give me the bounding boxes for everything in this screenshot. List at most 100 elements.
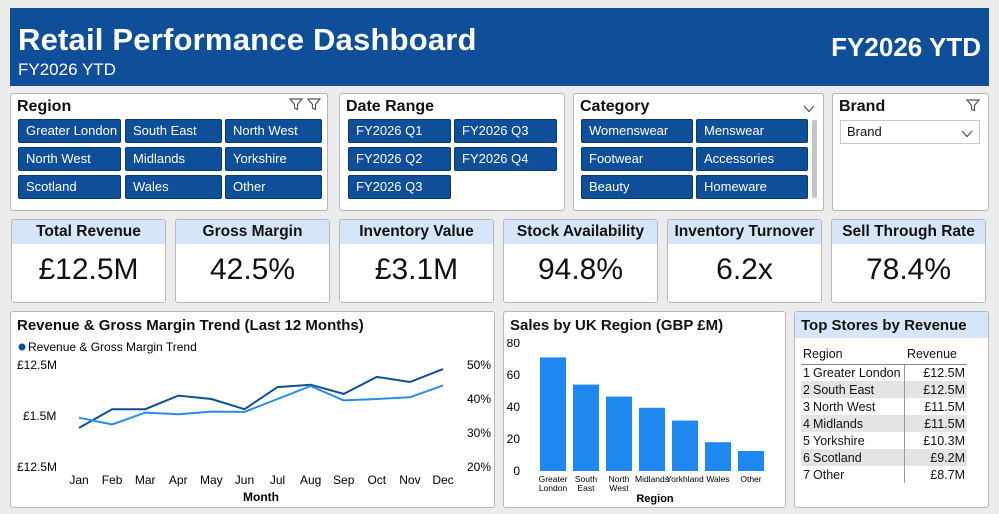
region-bar[interactable] (738, 451, 764, 471)
y-axis-tick: 20 (507, 432, 521, 446)
region-option[interactable]: South East (125, 119, 222, 143)
region-option[interactable]: Scotland (18, 175, 121, 199)
region-bar[interactable] (573, 384, 599, 471)
column-header-revenue[interactable]: Revenue (904, 344, 967, 365)
trend-data-point[interactable] (276, 385, 280, 389)
trend-data-point[interactable] (176, 412, 180, 416)
trend-data-point[interactable] (342, 398, 346, 402)
region-bar[interactable] (606, 396, 632, 471)
brand-dropdown[interactable]: Brand (840, 120, 980, 144)
region-chart-panel: Sales by UK Region (GBP £M) 80 60 40 20 … (503, 311, 786, 508)
left-axis-tick: £12.5M (17, 460, 57, 474)
category-option[interactable]: Homeware (696, 175, 808, 199)
trend-data-point[interactable] (375, 375, 379, 379)
date-range-option[interactable]: FY2026 Q3 (348, 175, 451, 199)
chevron-down-icon (961, 123, 973, 145)
trend-data-point[interactable] (276, 397, 280, 401)
column-header-region[interactable]: Region (801, 344, 905, 365)
trend-data-point[interactable] (209, 410, 213, 414)
y-axis-tick: 0 (513, 464, 520, 478)
trend-data-point[interactable] (209, 397, 213, 401)
date-range-option[interactable]: FY2026 Q3 (454, 119, 557, 143)
kpi-card-inventory-turnover: Inventory Turnover 6.2x (667, 219, 822, 303)
table-row[interactable]: 2 South East £12.5M (801, 381, 967, 398)
left-axis-tick: £1.5M (23, 409, 56, 423)
trend-data-point[interactable] (375, 397, 379, 401)
date-range-slicer: Date Range FY2026 Q1 FY2026 Q3 FY2026 Q2… (339, 93, 565, 211)
table-row[interactable]: 6 Scotland £9.2M (801, 449, 967, 466)
x-axis-tick: Wales (706, 474, 729, 484)
table-row[interactable]: 4 Midlands £11.5M (801, 415, 967, 432)
trend-data-point[interactable] (408, 380, 412, 384)
category-option[interactable]: Womenswear (581, 119, 693, 143)
region-bar[interactable] (705, 442, 731, 471)
trend-data-point[interactable] (77, 426, 81, 430)
trend-data-point[interactable] (342, 392, 346, 396)
clear-filter-icon[interactable] (306, 98, 322, 114)
row-rank: 5 (803, 433, 810, 448)
kpi-value: £12.5M (38, 253, 139, 286)
category-option[interactable]: Accessories (696, 147, 808, 171)
table-row[interactable]: 3 North West £11.5M (801, 398, 967, 415)
region-bar[interactable] (540, 357, 566, 471)
trend-data-point[interactable] (176, 394, 180, 398)
category-option[interactable]: Menswear (696, 119, 808, 143)
x-axis-tick: Sep (333, 473, 355, 487)
filter-icon[interactable] (965, 99, 981, 117)
y-axis-tick: 40 (507, 400, 521, 414)
kpi-value: 94.8% (537, 253, 624, 286)
trend-series-line-1[interactable] (78, 368, 444, 429)
category-option[interactable]: Footwear (581, 147, 693, 171)
kpi-value: 6.2x (716, 253, 773, 286)
x-axis-tick: Other (740, 474, 761, 484)
chevron-down-icon[interactable] (803, 100, 815, 118)
table-row[interactable]: 7 Other £8.7M (801, 466, 967, 483)
trend-data-point[interactable] (143, 411, 147, 415)
table-row[interactable]: 5 Yorkshire £10.3M (801, 432, 967, 449)
date-range-option[interactable]: FY2026 Q4 (454, 147, 557, 171)
kpi-card-gross-margin: Gross Margin 42.5% (175, 219, 330, 303)
region-option[interactable]: Wales (125, 175, 222, 199)
region-bar[interactable] (672, 420, 698, 471)
trend-data-point[interactable] (309, 384, 313, 388)
trend-data-point[interactable] (408, 395, 412, 399)
legend-marker (18, 343, 26, 351)
region-option[interactable]: Other (225, 175, 322, 199)
trend-series-line-2[interactable] (78, 384, 444, 426)
row-rank: 4 (801, 415, 813, 432)
region-option[interactable]: North West (18, 147, 121, 171)
kpi-label: Total Revenue (12, 220, 165, 244)
trend-data-point[interactable] (441, 367, 445, 371)
kpi-card-stock-availability: Stock Availability 94.8% (503, 219, 658, 303)
x-axis-title: Region (636, 493, 674, 505)
category-option[interactable]: Beauty (581, 175, 693, 199)
region-bar[interactable] (639, 407, 665, 471)
trend-data-point[interactable] (242, 410, 246, 414)
region-option[interactable]: Greater London (18, 119, 121, 143)
region-slicer-title: Region (17, 98, 72, 115)
region-option[interactable]: Yorkshire (225, 147, 322, 171)
trend-data-point[interactable] (110, 407, 114, 411)
page-subtitle: FY2026 YTD (18, 60, 116, 79)
trend-data-point[interactable] (110, 423, 114, 427)
x-axis-tick: May (200, 473, 223, 487)
date-range-option[interactable]: FY2026 Q1 (348, 119, 451, 143)
region-option[interactable]: North West (225, 119, 322, 143)
x-axis-tick: Apr (169, 473, 188, 487)
region-bar-chart: 80 60 40 20 0 Region Greater London South E… (507, 339, 764, 505)
trend-data-point[interactable] (441, 383, 445, 387)
row-rank: 7 (803, 467, 810, 482)
dashboard-header: Retail Performance Dashboard FY2026 YTD … (10, 8, 989, 86)
category-scrollbar[interactable] (812, 120, 817, 198)
filter-icon[interactable] (289, 98, 307, 114)
right-axis-tick: 30% (467, 426, 491, 440)
x-axis-tick: Oct (367, 473, 386, 487)
kpi-value: £3.1M (374, 253, 459, 286)
date-range-option[interactable]: FY2026 Q2 (348, 147, 451, 171)
x-axis-tick: Greater London (539, 474, 568, 493)
table-row[interactable]: 1 Greater London £12.5M (801, 364, 967, 381)
region-option[interactable]: Midlands (125, 147, 222, 171)
trend-data-point[interactable] (77, 416, 81, 420)
kpi-label: Gross Margin (176, 220, 329, 244)
page-title: Retail Performance Dashboard (18, 22, 477, 57)
